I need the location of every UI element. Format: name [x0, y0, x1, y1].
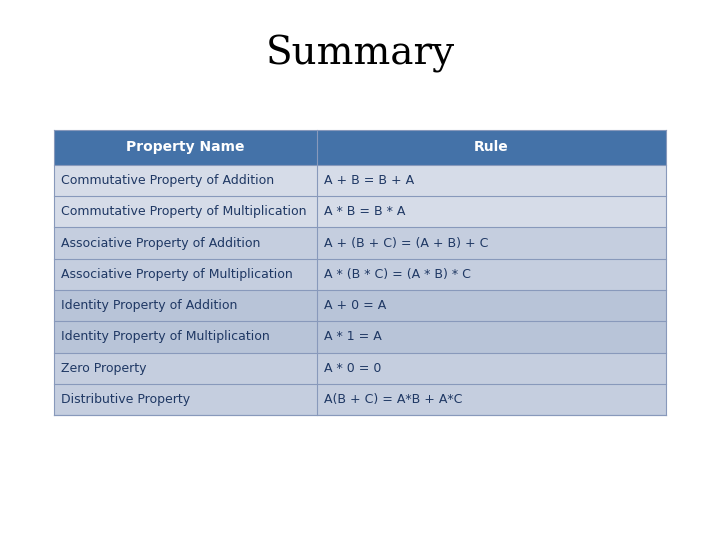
Text: Property Name: Property Name [126, 140, 245, 154]
Text: Identity Property of Multiplication: Identity Property of Multiplication [61, 330, 270, 343]
Text: Distributive Property: Distributive Property [61, 393, 190, 406]
Text: A + (B + C) = (A + B) + C: A + (B + C) = (A + B) + C [325, 237, 489, 249]
Text: Commutative Property of Multiplication: Commutative Property of Multiplication [61, 205, 307, 218]
Text: Zero Property: Zero Property [61, 362, 147, 375]
Text: Associative Property of Multiplication: Associative Property of Multiplication [61, 268, 293, 281]
Text: Rule: Rule [474, 140, 509, 154]
Text: A * (B * C) = (A * B) * C: A * (B * C) = (A * B) * C [325, 268, 471, 281]
Text: Identity Property of Addition: Identity Property of Addition [61, 299, 238, 312]
Text: Summary: Summary [266, 35, 454, 73]
Text: A * 1 = A: A * 1 = A [325, 330, 382, 343]
Text: A + 0 = A: A + 0 = A [325, 299, 387, 312]
Text: A * 0 = 0: A * 0 = 0 [325, 362, 382, 375]
Text: A + B = B + A: A + B = B + A [325, 174, 415, 187]
Text: Associative Property of Addition: Associative Property of Addition [61, 237, 261, 249]
Text: A * B = B * A: A * B = B * A [325, 205, 406, 218]
Text: A(B + C) = A*B + A*C: A(B + C) = A*B + A*C [325, 393, 463, 406]
Text: Commutative Property of Addition: Commutative Property of Addition [61, 174, 274, 187]
